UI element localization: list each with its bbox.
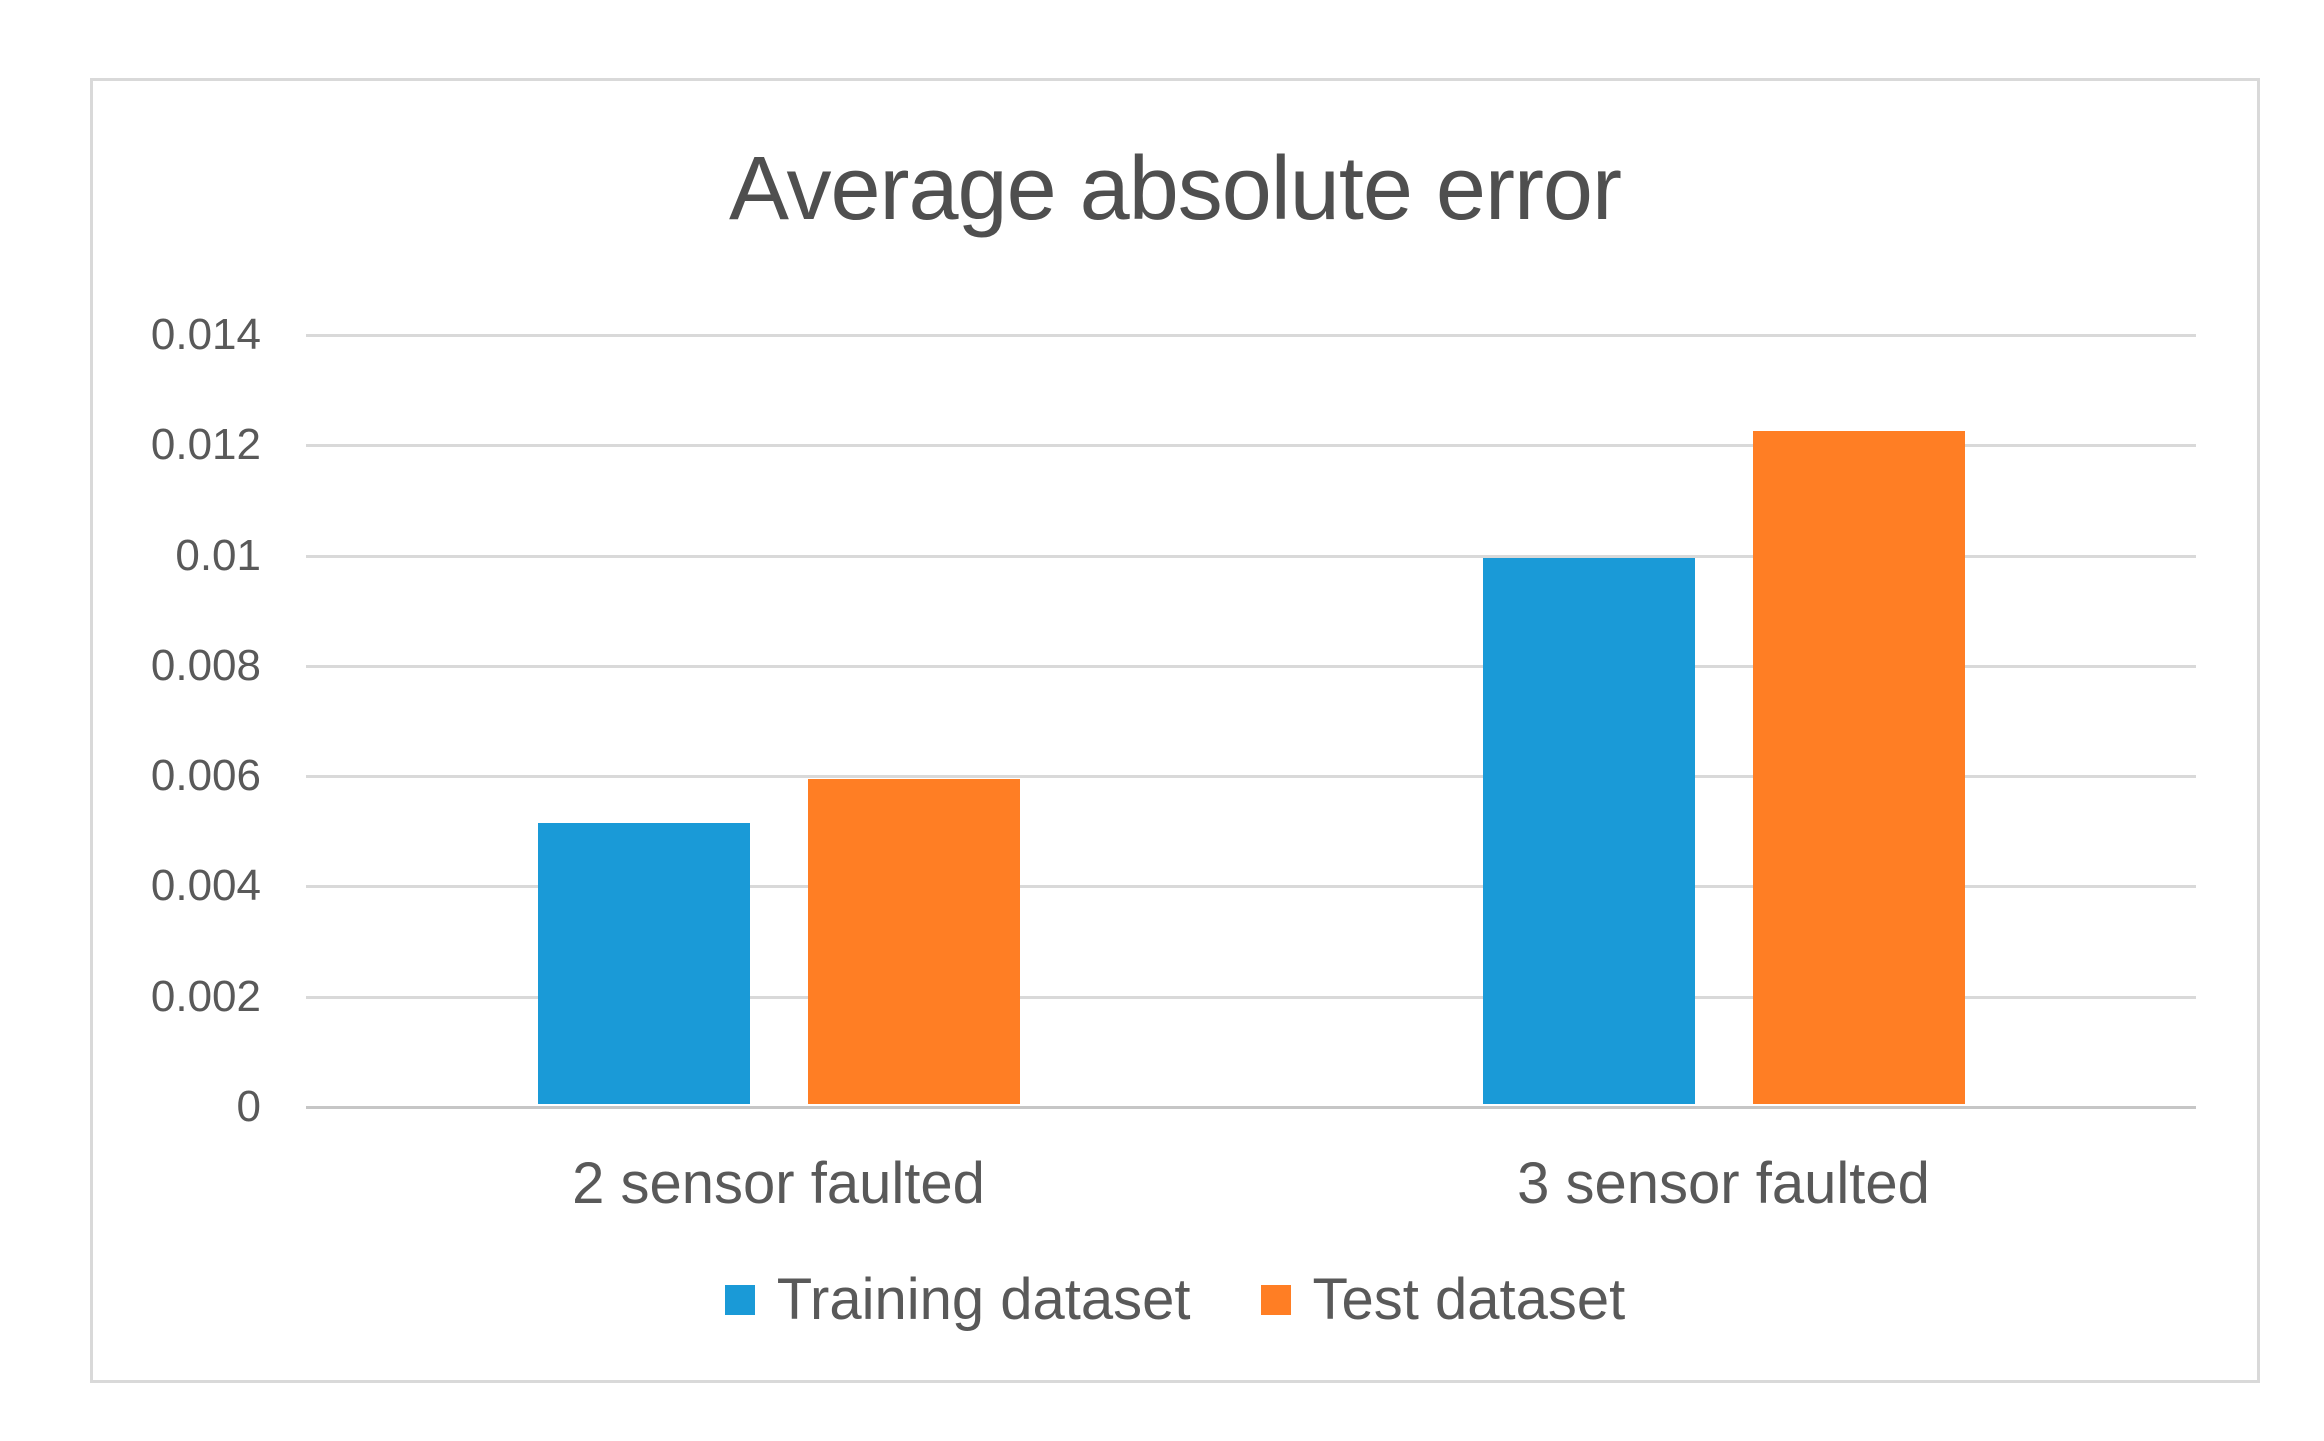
- y-axis-tick-label: 0.01: [175, 530, 261, 580]
- gridline: [306, 554, 2196, 558]
- legend-swatch-icon: [724, 1284, 755, 1315]
- bar-training-dataset-0: [538, 823, 750, 1104]
- gridline: [306, 775, 2196, 779]
- bar-test-dataset-0: [808, 779, 1020, 1104]
- category-label: 2 sensor faulted: [572, 1151, 985, 1216]
- legend-item-training-dataset: Training dataset: [724, 1266, 1191, 1333]
- y-axis-tick-label: 0: [236, 1082, 261, 1131]
- plot-area: [306, 334, 2196, 1109]
- legend-swatch-icon: [1260, 1284, 1291, 1315]
- gridline: [306, 334, 2196, 337]
- legend-label: Test dataset: [1312, 1267, 1626, 1332]
- y-axis-tick-label: 0.004: [150, 861, 261, 911]
- y-axis-tick-label: 0.006: [150, 751, 261, 801]
- gridline: [306, 664, 2196, 668]
- y-axis-tick-label: 0.008: [150, 640, 261, 690]
- gridline: [306, 995, 2196, 999]
- gridline: [306, 444, 2196, 448]
- bar-test-dataset-1: [1753, 431, 1965, 1104]
- chart-frame: Average absolute error 0 0.002 0.004 0.006 0…: [90, 78, 2260, 1383]
- legend-item-test-dataset: Test dataset: [1260, 1266, 1626, 1333]
- y-axis-tick-label: 0.002: [150, 971, 261, 1021]
- y-axis-tick-label: 0.012: [150, 420, 261, 470]
- legend-label: Training dataset: [776, 1267, 1191, 1332]
- gridline: [306, 885, 2196, 889]
- y-axis-tick-label: 0.014: [150, 310, 261, 359]
- category-label: 3 sensor faulted: [1517, 1151, 1930, 1216]
- bar-training-dataset-1: [1483, 558, 1695, 1104]
- x-axis-line: [306, 1106, 2196, 1109]
- legend: Training dataset Test dataset: [93, 1266, 2257, 1333]
- chart-title: Average absolute error: [729, 139, 1622, 239]
